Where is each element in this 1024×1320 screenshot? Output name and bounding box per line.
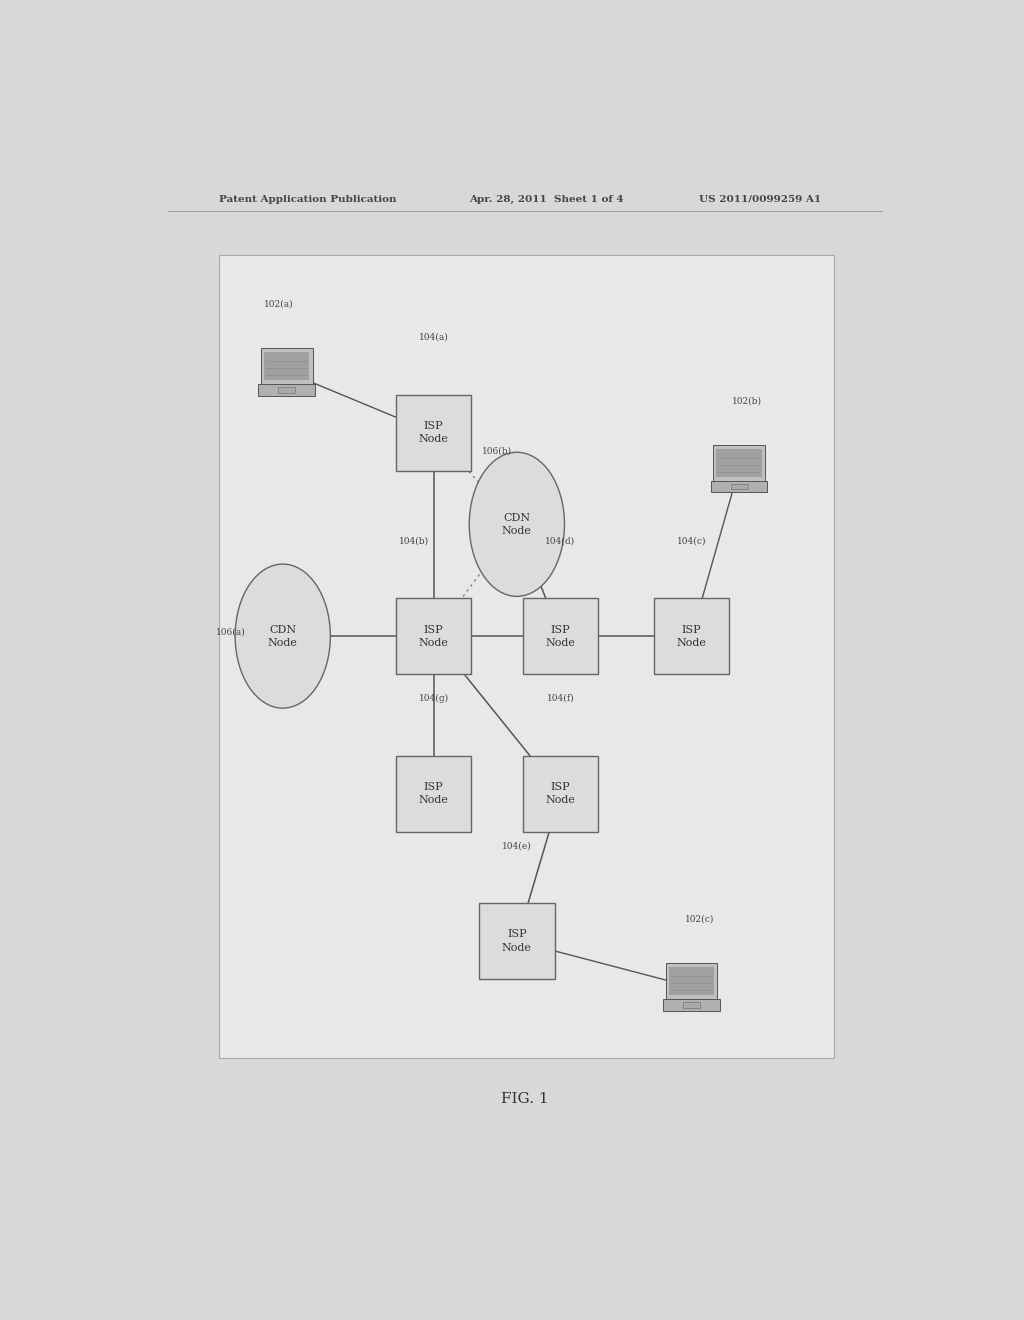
Text: ISP
Node: ISP Node xyxy=(419,781,449,805)
FancyBboxPatch shape xyxy=(683,1002,700,1007)
Text: ISP
Node: ISP Node xyxy=(546,624,575,648)
FancyBboxPatch shape xyxy=(396,395,471,471)
FancyBboxPatch shape xyxy=(653,598,729,675)
Ellipse shape xyxy=(469,453,564,597)
FancyBboxPatch shape xyxy=(730,483,748,490)
FancyBboxPatch shape xyxy=(664,999,720,1011)
FancyBboxPatch shape xyxy=(714,445,765,480)
Text: 102(b): 102(b) xyxy=(732,396,762,405)
Text: CDN
Node: CDN Node xyxy=(268,624,298,648)
FancyBboxPatch shape xyxy=(219,255,835,1057)
FancyBboxPatch shape xyxy=(258,384,315,396)
FancyBboxPatch shape xyxy=(666,964,717,999)
Text: US 2011/0099259 A1: US 2011/0099259 A1 xyxy=(699,194,821,203)
Text: ISP
Node: ISP Node xyxy=(419,624,449,648)
FancyBboxPatch shape xyxy=(669,968,714,995)
Text: 104(d): 104(d) xyxy=(546,536,575,545)
Text: FIG. 1: FIG. 1 xyxy=(501,1092,549,1106)
Text: 102(a): 102(a) xyxy=(264,300,294,309)
Text: Apr. 28, 2011  Sheet 1 of 4: Apr. 28, 2011 Sheet 1 of 4 xyxy=(469,194,624,203)
FancyBboxPatch shape xyxy=(717,449,762,477)
FancyBboxPatch shape xyxy=(279,387,295,393)
Text: 106(b): 106(b) xyxy=(482,446,512,455)
FancyBboxPatch shape xyxy=(396,598,471,675)
Text: ISP
Node: ISP Node xyxy=(502,929,531,953)
FancyBboxPatch shape xyxy=(396,755,471,832)
Text: 106(a): 106(a) xyxy=(216,627,246,636)
Text: 104(b): 104(b) xyxy=(398,536,429,545)
Text: ISP
Node: ISP Node xyxy=(546,781,575,805)
Ellipse shape xyxy=(236,564,331,708)
FancyBboxPatch shape xyxy=(479,903,555,979)
FancyBboxPatch shape xyxy=(711,480,767,492)
Text: Patent Application Publication: Patent Application Publication xyxy=(219,194,396,203)
FancyBboxPatch shape xyxy=(523,598,598,675)
Text: ISP
Node: ISP Node xyxy=(419,421,449,445)
Text: 104(f): 104(f) xyxy=(547,694,574,702)
Text: CDN
Node: CDN Node xyxy=(502,512,531,536)
FancyBboxPatch shape xyxy=(264,352,309,380)
Text: 102(c): 102(c) xyxy=(685,915,714,924)
Text: 104(e): 104(e) xyxy=(502,841,531,850)
Text: 104(g): 104(g) xyxy=(419,693,449,702)
Text: 104(a): 104(a) xyxy=(419,333,449,342)
FancyBboxPatch shape xyxy=(523,755,598,832)
Text: ISP
Node: ISP Node xyxy=(677,624,707,648)
Text: 104(c): 104(c) xyxy=(677,536,707,545)
FancyBboxPatch shape xyxy=(261,348,312,384)
